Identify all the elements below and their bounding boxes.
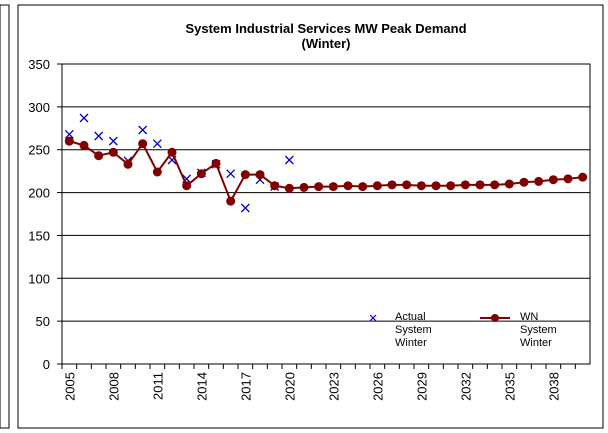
point bbox=[211, 158, 221, 168]
point bbox=[196, 169, 206, 179]
point bbox=[167, 147, 177, 157]
x-marker bbox=[108, 136, 118, 146]
x-tick-label: 2008 bbox=[106, 372, 121, 401]
point bbox=[519, 177, 529, 187]
x-marker bbox=[152, 139, 162, 149]
x-marker bbox=[284, 155, 294, 165]
x-tick-label: 2005 bbox=[62, 372, 77, 401]
legend-marker bbox=[369, 314, 377, 322]
point bbox=[314, 182, 324, 192]
x-marker-stroke bbox=[226, 169, 236, 179]
point bbox=[270, 181, 280, 191]
point bbox=[358, 182, 368, 192]
point bbox=[182, 181, 192, 191]
x-marker-stroke bbox=[64, 129, 74, 139]
point bbox=[475, 180, 485, 190]
point bbox=[372, 181, 382, 191]
point bbox=[563, 174, 573, 184]
x-tick-label: 2038 bbox=[546, 372, 561, 401]
x-marker-stroke bbox=[240, 203, 250, 213]
legend-marker bbox=[491, 314, 499, 322]
y-tick-label: 300 bbox=[28, 100, 50, 115]
point bbox=[460, 180, 470, 190]
x-marker-stroke bbox=[152, 139, 162, 149]
x-tick-label: 2011 bbox=[150, 372, 165, 400]
x-marker-stroke bbox=[108, 136, 118, 146]
point bbox=[94, 151, 104, 161]
x-marker bbox=[64, 129, 74, 139]
x-marker-stroke bbox=[94, 131, 104, 141]
point bbox=[578, 172, 588, 182]
y-tick-label: 100 bbox=[28, 271, 50, 286]
point bbox=[255, 170, 265, 180]
x-marker-stroke bbox=[284, 155, 294, 165]
legend-label: WN System Winter bbox=[520, 311, 557, 349]
point bbox=[138, 139, 148, 149]
point bbox=[548, 175, 558, 185]
x-tick-label: 2017 bbox=[238, 372, 253, 401]
point bbox=[64, 136, 74, 146]
point bbox=[152, 167, 162, 177]
point bbox=[284, 183, 294, 193]
point bbox=[534, 176, 544, 186]
point bbox=[299, 182, 309, 192]
chart-frame bbox=[17, 4, 604, 429]
point bbox=[328, 182, 338, 192]
point bbox=[226, 196, 236, 206]
point bbox=[343, 181, 353, 191]
x-tick-label: 2035 bbox=[502, 372, 517, 401]
x-marker-stroke bbox=[138, 125, 148, 135]
chart-title: (Winter) bbox=[302, 36, 351, 51]
neighbor-frame bbox=[0, 4, 10, 429]
x-marker bbox=[226, 169, 236, 179]
x-tick-label: 2032 bbox=[458, 372, 473, 401]
y-tick-label: 0 bbox=[43, 357, 50, 372]
point bbox=[431, 181, 441, 191]
point bbox=[387, 180, 397, 190]
x-tick-label: 2014 bbox=[194, 372, 209, 401]
point bbox=[446, 181, 456, 191]
point bbox=[490, 180, 500, 190]
x-marker bbox=[240, 203, 250, 213]
chart-title: System Industrial Services MW Peak Deman… bbox=[185, 21, 466, 36]
x-tick-label: 2023 bbox=[326, 372, 341, 401]
point bbox=[123, 159, 133, 169]
x-tick-label: 2026 bbox=[370, 372, 385, 401]
y-tick-label: 150 bbox=[28, 228, 50, 243]
x-tick-label: 2029 bbox=[414, 372, 429, 401]
y-tick-label: 50 bbox=[36, 314, 50, 329]
x-marker-stroke bbox=[79, 113, 89, 123]
point bbox=[402, 180, 412, 190]
point bbox=[240, 170, 250, 180]
point bbox=[108, 147, 118, 157]
legend-label: Actual System Winter bbox=[395, 311, 432, 349]
x-marker bbox=[138, 125, 148, 135]
point bbox=[504, 179, 514, 189]
point bbox=[79, 140, 89, 150]
x-marker bbox=[79, 113, 89, 123]
point bbox=[416, 181, 426, 191]
x-tick-label: 2020 bbox=[282, 372, 297, 401]
y-tick-label: 200 bbox=[28, 186, 50, 201]
y-tick-label: 350 bbox=[28, 57, 50, 72]
x-marker bbox=[94, 131, 104, 141]
y-tick-label: 250 bbox=[28, 143, 50, 158]
